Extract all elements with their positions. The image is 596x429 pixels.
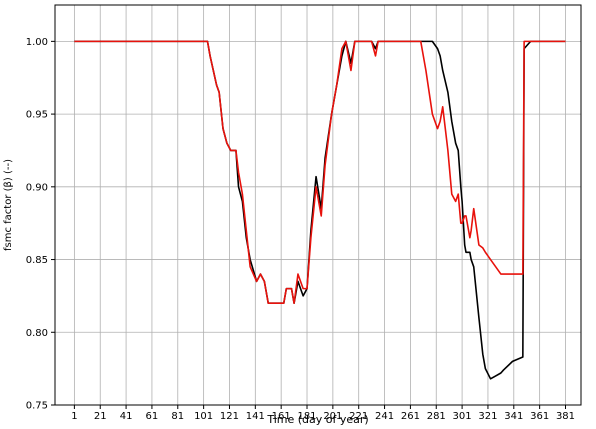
- x-tick-label: 321: [478, 411, 497, 422]
- x-axis-label: Time (day of year): [266, 413, 368, 426]
- x-tick-label: 61: [146, 411, 159, 422]
- y-tick-label: 0.90: [26, 182, 48, 193]
- x-tick-label: 101: [194, 411, 213, 422]
- x-tick-label: 281: [427, 411, 446, 422]
- line-series: [74, 40, 566, 304]
- y-tick-label: 0.85: [26, 255, 48, 266]
- x-tick-label: 361: [530, 411, 549, 422]
- x-tick-label: 381: [556, 411, 575, 422]
- y-tick-label: 0.80: [26, 328, 48, 339]
- y-tick-label: 0.75: [26, 401, 48, 412]
- x-tick-label: 81: [171, 411, 184, 422]
- x-tick-label: 141: [246, 411, 265, 422]
- x-tick-label: 121: [220, 411, 239, 422]
- y-tick-label: 1.00: [26, 37, 48, 48]
- x-tick-label: 1: [71, 411, 77, 422]
- x-tick-label: 221: [349, 411, 368, 422]
- x-tick-label: 41: [120, 411, 133, 422]
- x-tick-label: 201: [323, 411, 342, 422]
- y-tick-label: 0.95: [26, 110, 48, 121]
- x-tick-label: 241: [375, 411, 394, 422]
- x-tick-label: 161: [272, 411, 291, 422]
- x-tick-label: 181: [297, 411, 316, 422]
- y-axis-label: fsmc factor (β) (--): [3, 159, 14, 251]
- x-tick-label: 261: [401, 411, 420, 422]
- plot-frame: [54, 4, 582, 406]
- x-tick-label: 21: [94, 411, 107, 422]
- x-tick-label: 341: [504, 411, 523, 422]
- x-tick-label: 301: [453, 411, 472, 422]
